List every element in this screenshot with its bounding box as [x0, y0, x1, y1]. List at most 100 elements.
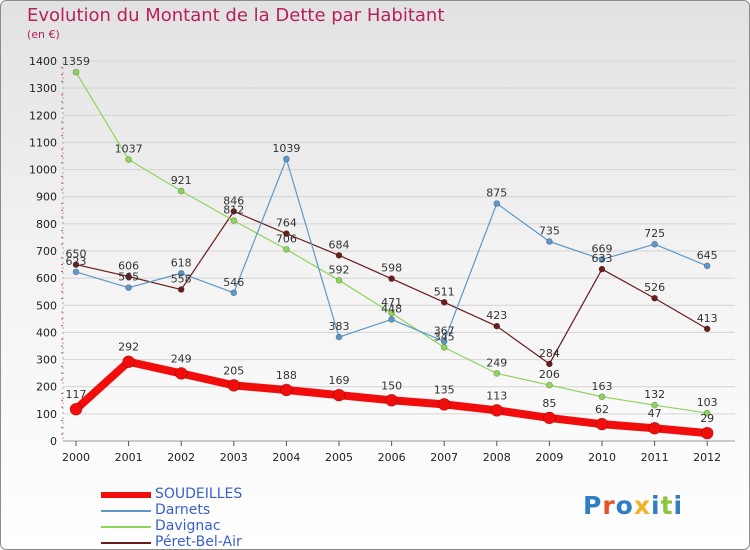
- data-point-p-ret-bel-air: [335, 252, 343, 259]
- data-label-p-ret-bel-air: 650: [66, 248, 87, 261]
- data-label-soudeilles: 292: [118, 341, 139, 354]
- data-point-soudeilles: [280, 383, 293, 397]
- data-label-soudeilles: 150: [381, 379, 402, 392]
- y-tick-label: 1200: [29, 109, 57, 122]
- data-point-davignac: [440, 344, 448, 351]
- data-point-soudeilles: [227, 379, 241, 392]
- x-tick-label: 2003: [220, 451, 248, 464]
- data-point-p-ret-bel-air: [651, 294, 658, 302]
- data-label-darnets: 546: [223, 276, 244, 289]
- data-label-soudeilles: 62: [595, 403, 609, 416]
- legend-item-darnets: Darnets: [101, 502, 321, 519]
- x-tick-label: 2011: [641, 451, 669, 464]
- data-label-davignac: 163: [592, 380, 613, 393]
- data-point-soudeilles: [69, 402, 83, 416]
- data-point-davignac: [335, 277, 343, 284]
- x-tick-label: 2008: [483, 451, 511, 464]
- data-label-p-ret-bel-air: 526: [644, 281, 665, 294]
- legend-swatch: [101, 526, 151, 528]
- data-label-darnets: 669: [592, 242, 613, 255]
- data-point-p-ret-bel-air: [283, 230, 290, 237]
- x-tick-label: 2009: [535, 451, 563, 464]
- y-tick-label: 100: [36, 408, 57, 421]
- data-label-davignac: 592: [329, 263, 350, 276]
- data-point-davignac: [125, 156, 132, 163]
- data-label-davignac: 812: [223, 204, 244, 217]
- y-tick-label: 900: [36, 191, 57, 204]
- data-point-p-ret-bel-air: [440, 298, 448, 306]
- legend: SOUDEILLES Darnets Davignac Péret-Bel-Air: [101, 486, 321, 549]
- data-point-darnets: [72, 268, 80, 276]
- data-label-soudeilles: 249: [171, 352, 192, 365]
- y-tick-label: 800: [36, 218, 57, 231]
- y-tick-label: 500: [36, 299, 57, 312]
- data-label-soudeilles: 169: [329, 374, 350, 387]
- logo-letter: t: [660, 491, 674, 520]
- data-point-darnets: [703, 262, 711, 270]
- data-label-p-ret-bel-air: 684: [329, 238, 350, 251]
- data-label-darnets: 618: [171, 256, 192, 269]
- logo-letter: o: [615, 491, 634, 520]
- data-label-davignac: 249: [486, 356, 507, 369]
- y-tick-label: 0: [50, 435, 57, 448]
- data-label-darnets: 1039: [272, 142, 300, 155]
- data-point-soudeilles: [700, 426, 714, 440]
- data-point-soudeilles: [543, 411, 556, 425]
- data-point-darnets: [546, 238, 553, 245]
- data-label-p-ret-bel-air: 284: [539, 347, 560, 360]
- x-tick-label: 2007: [430, 451, 458, 464]
- data-point-davignac: [546, 381, 553, 389]
- legend-label: Darnets: [155, 502, 211, 518]
- data-label-soudeilles: 85: [542, 397, 556, 410]
- data-point-p-ret-bel-air: [177, 286, 185, 293]
- logo-letter: i: [673, 491, 684, 520]
- data-label-darnets: 383: [329, 320, 350, 333]
- data-label-soudeilles: 117: [66, 388, 87, 401]
- y-tick-label: 1300: [29, 82, 57, 95]
- data-point-soudeilles: [332, 388, 346, 402]
- data-point-davignac: [703, 409, 711, 417]
- logo-letter: r: [602, 491, 616, 520]
- data-point-soudeilles: [385, 393, 398, 407]
- data-label-davignac: 921: [171, 174, 192, 187]
- legend-swatch: [101, 510, 151, 512]
- data-label-darnets: 645: [697, 249, 718, 262]
- x-tick-label: 2005: [325, 451, 353, 464]
- x-tick-label: 2004: [272, 451, 300, 464]
- data-point-soudeilles: [595, 417, 609, 431]
- x-tick-label: 2000: [62, 451, 90, 464]
- data-point-soudeilles: [174, 367, 188, 380]
- data-label-davignac: 1359: [62, 55, 90, 68]
- data-point-p-ret-bel-air: [546, 360, 553, 368]
- data-label-darnets: 367: [434, 324, 455, 337]
- proxiti-logo: Proxiti: [583, 491, 683, 520]
- data-label-p-ret-bel-air: 764: [276, 217, 297, 230]
- data-point-darnets: [493, 200, 501, 207]
- data-point-davignac: [493, 370, 501, 377]
- data-point-p-ret-bel-air: [703, 325, 711, 333]
- legend-swatch: [101, 492, 151, 498]
- logo-letter: P: [583, 491, 603, 520]
- y-tick-label: 700: [36, 245, 57, 258]
- data-label-p-ret-bel-air: 558: [171, 273, 192, 286]
- data-point-davignac: [72, 68, 80, 76]
- data-point-soudeilles: [437, 398, 451, 411]
- legend-label: Davignac: [155, 518, 221, 534]
- data-label-darnets: 725: [644, 227, 665, 240]
- data-label-p-ret-bel-air: 606: [118, 260, 139, 273]
- data-point-p-ret-bel-air: [493, 322, 501, 330]
- legend-item-p-ret-bel-air: Péret-Bel-Air: [101, 534, 321, 549]
- data-point-davignac: [598, 393, 606, 401]
- data-point-p-ret-bel-air: [72, 261, 80, 268]
- data-point-p-ret-bel-air: [230, 208, 238, 215]
- y-tick-label: 1000: [29, 164, 57, 177]
- data-label-soudeilles: 47: [648, 407, 662, 420]
- data-point-darnets: [388, 316, 395, 323]
- x-tick-label: 2010: [588, 451, 616, 464]
- chart-title: Evolution du Montant de la Dette par Hab…: [27, 5, 445, 26]
- y-tick-label: 600: [36, 272, 57, 285]
- logo-letter: x: [633, 491, 651, 520]
- data-label-darnets: 448: [381, 302, 402, 315]
- data-point-darnets: [335, 333, 343, 341]
